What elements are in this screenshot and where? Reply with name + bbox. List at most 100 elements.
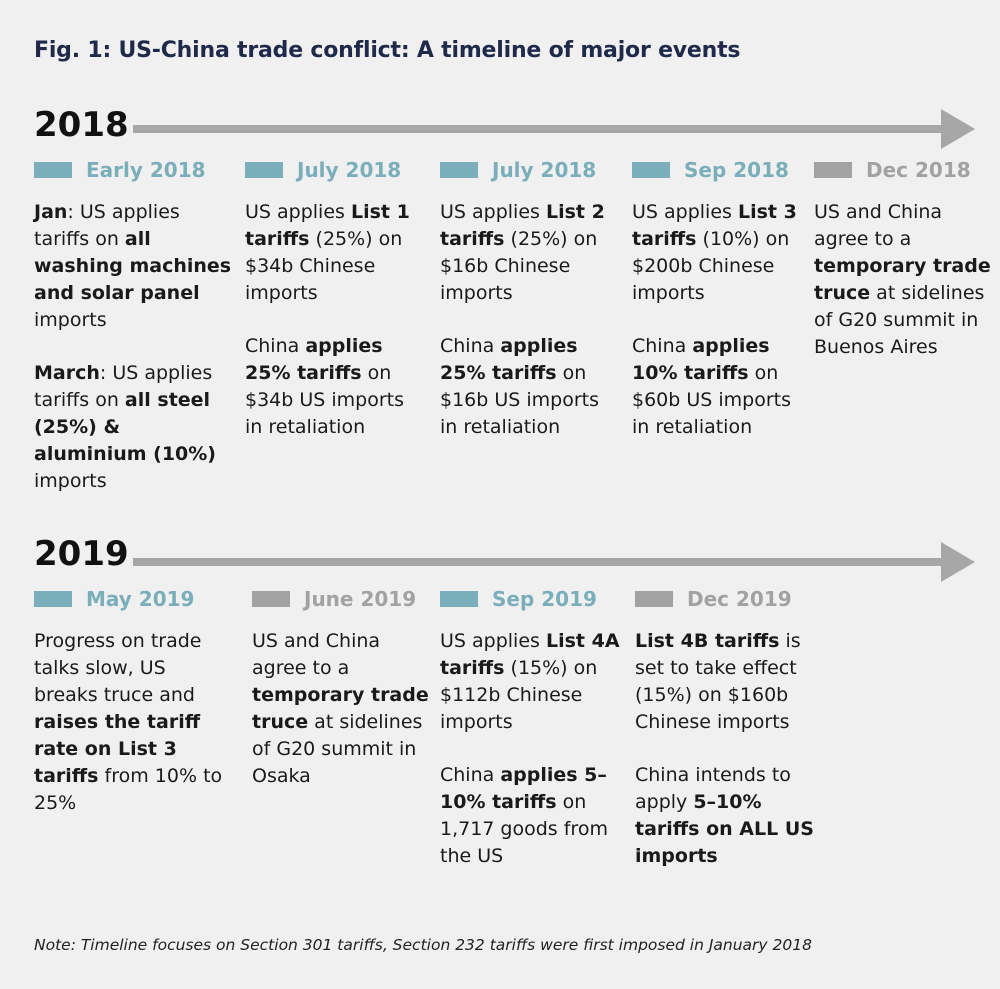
event-description: US and China agree to a temporary trade … — [252, 628, 432, 790]
event-description: Progress on trade talks slow, US breaks … — [34, 628, 234, 817]
body-text: China — [245, 335, 306, 357]
body-text: imports — [34, 470, 107, 492]
body-text: is set to take effect (15%) on $160b Chi… — [635, 630, 801, 733]
emphasis-text: temporary trade truce — [814, 255, 991, 304]
event-paragraph: US applies List 4A tariffs (15%) on $112… — [440, 628, 622, 736]
figure-title: Fig. 1: US-China trade conflict: A timel… — [34, 38, 741, 63]
event-paragraph: List 4B tariffs is set to take effect (1… — [635, 628, 820, 736]
event-date-label: Sep 2018 — [684, 158, 789, 182]
event-description: US and China agree to a temporary trade … — [814, 199, 994, 361]
year-2019-label: 2019 — [34, 534, 129, 574]
body-text: (25%) on $16b Chinese imports — [440, 228, 598, 304]
event-header: May 2019 — [34, 584, 234, 614]
emphasis-text: raises the tariff rate on List 3 tariffs — [34, 711, 201, 787]
body-text: : US applies tariffs on — [34, 362, 213, 411]
event-2018-3: Sep 2018 US applies List 3 tariffs (10%)… — [632, 155, 814, 441]
emphasis-text: List 1 tariffs — [245, 201, 410, 250]
body-text: US applies — [440, 630, 546, 652]
event-color-swatch — [440, 591, 478, 607]
event-paragraph: China applies 5–10% tariffs on 1,717 goo… — [440, 762, 622, 870]
event-description: US applies List 4A tariffs (15%) on $112… — [440, 628, 622, 870]
event-2018-0: Early 2018 Jan: US applies tariffs on al… — [34, 155, 234, 495]
event-2019-1: June 2019 US and China agree to a tempor… — [252, 584, 432, 790]
event-header: Dec 2019 — [635, 584, 820, 614]
emphasis-text: all steel (25%) & aluminium (10%) — [34, 389, 216, 465]
event-color-swatch — [252, 591, 290, 607]
footnote: Note: Timeline focuses on Section 301 ta… — [34, 936, 812, 954]
event-header: June 2019 — [252, 584, 432, 614]
emphasis-text: applies 10% tariffs — [632, 335, 770, 384]
body-text: : US applies tariffs on — [34, 201, 180, 250]
event-header: Early 2018 — [34, 155, 234, 185]
timeline-2018-arrow-head-icon — [941, 109, 975, 149]
event-color-swatch — [34, 162, 72, 178]
event-paragraph: March: US applies tariffs on all steel (… — [34, 360, 234, 495]
event-paragraph: US and China agree to a temporary trade … — [252, 628, 432, 790]
event-paragraph: US and China agree to a temporary trade … — [814, 199, 994, 361]
body-text: at sidelines of G20 summit in Osaka — [252, 711, 423, 787]
event-description: List 4B tariffs is set to take effect (1… — [635, 628, 820, 870]
event-2019-2: Sep 2019 US applies List 4A tariffs (15%… — [440, 584, 622, 870]
event-color-swatch — [814, 162, 852, 178]
event-date-label: Dec 2018 — [866, 158, 971, 182]
event-color-swatch — [632, 162, 670, 178]
event-paragraph: US applies List 2 tariffs (25%) on $16b … — [440, 199, 622, 307]
event-date-label: July 2018 — [297, 158, 402, 182]
body-text: US and China agree to a — [252, 630, 381, 679]
emphasis-text: 5–10% tariffs on ALL US imports — [635, 791, 814, 867]
event-date-label: Early 2018 — [86, 158, 206, 182]
timeline-2019-arrow-head-icon — [941, 542, 975, 582]
event-date-label: June 2019 — [304, 587, 417, 611]
body-text: (10%) on $200b Chinese imports — [632, 228, 790, 304]
event-description: US applies List 2 tariffs (25%) on $16b … — [440, 199, 622, 441]
event-color-swatch — [440, 162, 478, 178]
body-text: China — [632, 335, 693, 357]
event-color-swatch — [34, 591, 72, 607]
emphasis-text: List 3 tariffs — [632, 201, 797, 250]
body-text: on 1,717 goods from the US — [440, 791, 608, 867]
body-text: (25%) on $34b Chinese imports — [245, 228, 403, 304]
body-text: China — [440, 764, 501, 786]
body-text: from 10% to 25% — [34, 765, 223, 814]
body-text: China — [440, 335, 501, 357]
event-color-swatch — [245, 162, 283, 178]
body-text: on $34b US imports in retaliation — [245, 362, 405, 438]
event-paragraph: China applies 25% tariffs on $16b US imp… — [440, 333, 622, 441]
event-header: Sep 2019 — [440, 584, 622, 614]
event-header: Dec 2018 — [814, 155, 994, 185]
event-description: Jan: US applies tariffs on all washing m… — [34, 199, 234, 495]
event-paragraph: Progress on trade talks slow, US breaks … — [34, 628, 234, 817]
timeline-2019-arrow-line — [133, 558, 945, 566]
body-text: US and China agree to a — [814, 201, 943, 250]
emphasis-text: applies 5–10% tariffs — [440, 764, 607, 813]
body-text: on $16b US imports in retaliation — [440, 362, 600, 438]
event-date-label: May 2019 — [86, 587, 195, 611]
event-paragraph: China applies 10% tariffs on $60b US imp… — [632, 333, 814, 441]
event-header: July 2018 — [440, 155, 622, 185]
body-text: (15%) on $112b Chinese imports — [440, 657, 598, 733]
event-description: US applies List 1 tariffs (25%) on $34b … — [245, 199, 427, 441]
event-date-label: July 2018 — [492, 158, 597, 182]
body-text: Progress on trade talks slow, US breaks … — [34, 630, 202, 706]
event-header: July 2018 — [245, 155, 427, 185]
body-text: on $60b US imports in retaliation — [632, 362, 792, 438]
emphasis-text: applies 25% tariffs — [245, 335, 383, 384]
body-text: imports — [34, 309, 107, 331]
timeline-2018-arrow-line — [133, 125, 945, 133]
body-text: China intends to apply — [635, 764, 791, 813]
emphasis-text: List 4B tariffs — [635, 630, 780, 652]
body-text: US applies — [632, 201, 738, 223]
body-text: US applies — [440, 201, 546, 223]
body-text: at sidelines of G20 summit in Buenos Air… — [814, 282, 985, 358]
event-2018-2: July 2018 US applies List 2 tariffs (25%… — [440, 155, 622, 441]
event-description: US applies List 3 tariffs (10%) on $200b… — [632, 199, 814, 441]
event-paragraph: US applies List 1 tariffs (25%) on $34b … — [245, 199, 427, 307]
event-paragraph: China intends to apply 5–10% tariffs on … — [635, 762, 820, 870]
emphasis-text: temporary trade truce — [252, 684, 429, 733]
emphasis-text: List 2 tariffs — [440, 201, 605, 250]
emphasis-text: List 4A tariffs — [440, 630, 620, 679]
event-date-label: Dec 2019 — [687, 587, 792, 611]
event-color-swatch — [635, 591, 673, 607]
emphasis-text: all washing machines and solar panel — [34, 228, 232, 304]
emphasis-text: Jan — [34, 201, 68, 223]
